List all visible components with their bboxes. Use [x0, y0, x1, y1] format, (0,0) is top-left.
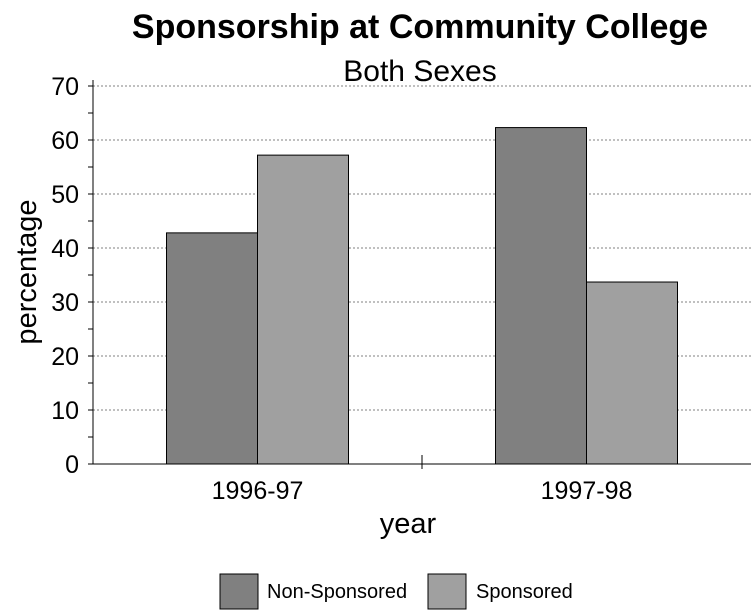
y-tick-label: 20 — [51, 343, 79, 371]
y-tick-label: 60 — [51, 127, 79, 155]
x-axis-ticks: 1996-97 1997-98 — [212, 455, 633, 505]
legend-swatch-non-sponsored — [219, 573, 259, 610]
y-tick-label: 10 — [51, 397, 79, 425]
x-axis-title: year — [380, 508, 437, 540]
y-tick-label: 30 — [51, 289, 79, 317]
y-tick-label: 70 — [51, 73, 79, 101]
legend: Non-Sponsored Sponsored — [219, 573, 573, 610]
chart-title: Sponsorship at Community College — [132, 8, 708, 46]
legend-label: Non-Sponsored — [267, 581, 407, 603]
chart-subtitle: Both Sexes — [343, 55, 496, 88]
bars — [166, 127, 678, 465]
y-tick-label: 50 — [51, 181, 79, 209]
x-tick-label: 1997-98 — [541, 477, 633, 505]
y-axis-ticks: 0 10 20 30 40 50 60 70 — [51, 73, 93, 479]
legend-label: Sponsored — [476, 581, 573, 603]
legend-swatch-sponsored — [427, 573, 467, 610]
bar-sponsored-1996-97 — [257, 154, 349, 465]
bar-non-sponsored-1997-98 — [495, 127, 587, 465]
y-axis-title: percentage — [11, 199, 43, 344]
y-tick-label: 0 — [65, 451, 79, 479]
bar-sponsored-1997-98 — [586, 281, 678, 465]
bar-non-sponsored-1996-97 — [166, 232, 258, 465]
x-tick-label: 1996-97 — [212, 477, 304, 505]
y-tick-label: 40 — [51, 235, 79, 263]
